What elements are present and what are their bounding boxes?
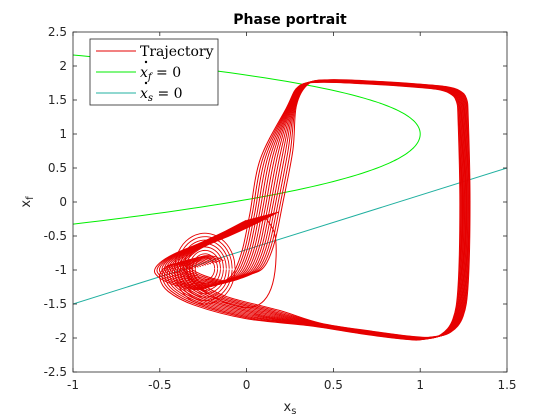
legend-xs-var: x [140, 86, 148, 102]
y-tick-label: 0 [59, 195, 67, 209]
legend-label-xs-nullcline: xs = 0 [140, 86, 183, 104]
y-tick-label: -1 [55, 263, 67, 277]
x-tick-label: 1.5 [497, 378, 516, 392]
legend-label-xf-nullcline: xf = 0 [140, 65, 181, 83]
trajectory-transient [183, 215, 277, 309]
trajectory-inner-loop [183, 243, 227, 295]
legend: Trajectory xf = 0 xs = 0 [89, 38, 219, 106]
legend-xf-eq: = 0 [152, 65, 182, 81]
y-tick-label: 2 [59, 59, 67, 73]
ticks-layer: -1 -0.5 0 0.5 1 1.5 -2.5 -2 -1.5 -1 -0.5 0 0.5 1 1.5 2 2… [44, 25, 517, 392]
legend-derivative-dots [144, 60, 148, 85]
x-tick-label: -0.5 [148, 378, 171, 392]
legend-xs-sub: s [148, 93, 153, 104]
trajectory-inner-loop [194, 256, 216, 281]
legend-xf-sub: f [147, 72, 154, 83]
x-tick-label: -1 [67, 378, 79, 392]
series-layer [73, 54, 507, 341]
xf-nullcline-curve [73, 54, 421, 225]
y-axis-label-sub: f [25, 196, 36, 200]
trajectory-inner-loop [188, 249, 221, 288]
x-axis-label-sub: s [291, 406, 296, 417]
y-tick-label: 1.5 [48, 93, 67, 107]
x-axis-label: xs [284, 400, 297, 417]
y-tick-label: -0.5 [44, 229, 67, 243]
trajectory-inner-loop [180, 239, 230, 298]
y-axis-label: xf [19, 196, 36, 208]
trajectory-inner-loop [174, 232, 236, 305]
legend-xf-var: x [140, 65, 148, 81]
legend-xf-dot [144, 60, 148, 64]
trajectory-orbit [186, 79, 471, 338]
x-tick-label: 1 [416, 378, 424, 392]
x-tick-label: 0.5 [324, 378, 343, 392]
xs-nullcline-line [73, 167, 507, 305]
y-axis-label-main: x [19, 200, 34, 208]
y-tick-label: 1 [59, 127, 67, 141]
legend-label-trajectory: Trajectory [140, 44, 214, 60]
legend-xs-eq: = 0 [153, 86, 183, 102]
chart-title: Phase portrait [233, 12, 347, 28]
x-axis-label-main: x [284, 400, 292, 415]
x-tick-label: 0 [243, 378, 251, 392]
trajectory-inner-loop [177, 236, 233, 302]
y-tick-label: -1.5 [44, 297, 67, 311]
y-tick-label: -2 [55, 331, 67, 345]
legend-xs-dot [144, 81, 148, 85]
y-tick-label: 2.5 [48, 25, 67, 39]
y-tick-label: -2.5 [44, 365, 67, 379]
trajectory-inner-loop [186, 246, 224, 291]
trajectory-inner-loop [191, 253, 219, 284]
y-tick-label: 0.5 [48, 161, 67, 175]
